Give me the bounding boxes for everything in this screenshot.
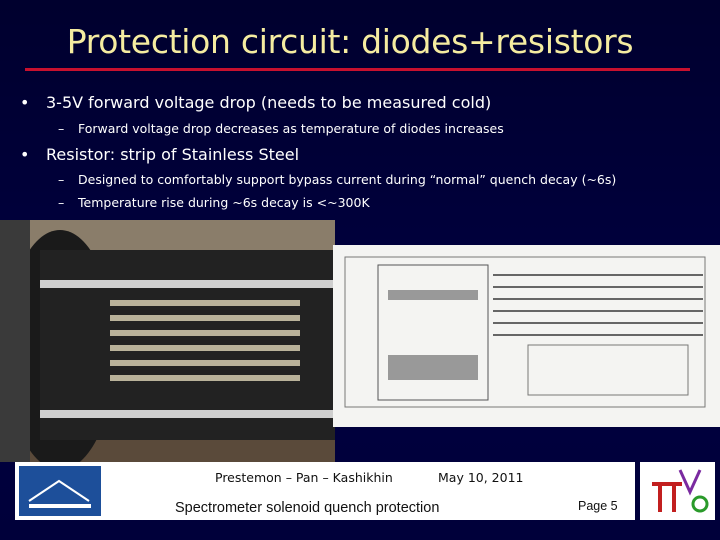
title-rule xyxy=(25,68,690,71)
mice-logo xyxy=(640,462,715,520)
photo xyxy=(0,220,335,462)
footer: Prestemon – Pan – Kashikhin May 10, 2011… xyxy=(15,462,635,520)
sub-bullet: Temperature rise during ~6s decay is <~3… xyxy=(58,195,370,210)
bullet: Resistor: strip of Stainless Steel xyxy=(20,145,299,164)
circuit-drawing xyxy=(333,245,720,427)
footer-authors: Prestemon – Pan – Kashikhin xyxy=(215,470,393,485)
footer-subject: Spectrometer solenoid quench protection xyxy=(175,500,440,516)
lab-logo xyxy=(19,466,101,516)
footer-date: May 10, 2011 xyxy=(438,470,524,485)
sub-bullet: Designed to comfortably support bypass c… xyxy=(58,172,616,187)
slide-title: Protection circuit: diodes+resistors xyxy=(66,22,634,61)
sub-bullet: Forward voltage drop decreases as temper… xyxy=(58,121,504,136)
bullet: 3-5V forward voltage drop (needs to be m… xyxy=(20,93,491,112)
page-number: Page 5 xyxy=(578,499,618,513)
